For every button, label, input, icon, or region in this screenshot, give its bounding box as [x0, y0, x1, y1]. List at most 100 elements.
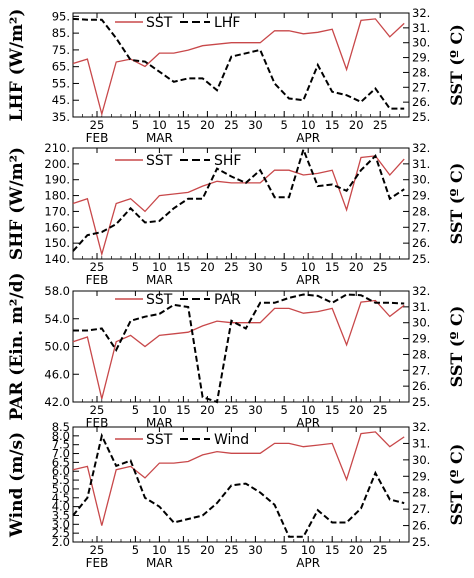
y-right-tick-label: 30.: [412, 36, 430, 50]
y-right-tick-label: 25.: [412, 395, 430, 409]
x-tick-label: 25: [224, 403, 239, 417]
legend-label-shf: SHF: [214, 153, 241, 169]
y-left-tick-label: 2.5: [52, 526, 70, 540]
x-tick-label: 30: [248, 543, 263, 557]
y-right-axis-label: SST (º C): [447, 163, 466, 245]
y-right-tick-label: 29.: [412, 332, 430, 346]
x-tick-label: 25: [90, 403, 105, 417]
y-right-tick-label: 30.: [412, 453, 430, 467]
legend-label-sst: SST: [146, 15, 173, 31]
x-tick-label: 25: [90, 543, 105, 557]
y-left-tick-label: 45.: [52, 93, 70, 107]
x-tick-label: 20: [349, 403, 364, 417]
month-label: APR: [296, 131, 320, 145]
series-sst-line: [72, 299, 405, 399]
y-left-tick-label: 7.5: [52, 438, 70, 452]
y-left-tick-label: 55.: [52, 76, 70, 90]
x-tick-label: 5: [132, 543, 139, 557]
x-tick-label: 10: [152, 260, 167, 274]
y-left-tick-label: 190.: [44, 173, 70, 187]
y-left-tick-label: 4.5: [52, 491, 70, 505]
x-tick-label: 25: [224, 543, 239, 557]
series-sst-line: [72, 18, 405, 117]
x-tick-label: 25: [224, 118, 239, 132]
y-right-tick-label: 28.: [412, 486, 430, 500]
y-right-tick-label: 27.: [412, 363, 430, 377]
y-right-tick-label: 28.: [412, 65, 430, 79]
y-left-tick-label: 3.0: [52, 517, 70, 531]
x-tick-label: 25: [373, 543, 388, 557]
month-label: APR: [296, 556, 320, 570]
x-tick-label: 5: [281, 260, 288, 274]
series-sst-line: [72, 431, 405, 526]
x-tick-label: 15: [325, 543, 340, 557]
month-label: MAR: [146, 131, 173, 145]
y-right-tick-label: 26.: [412, 236, 430, 250]
y-left-tick-label: 95.: [52, 9, 70, 23]
y-left-tick-label: 210.: [44, 141, 70, 155]
y-left-tick-label: 150.: [44, 236, 70, 250]
month-label: MAR: [146, 273, 173, 287]
x-tick-label: 25: [90, 118, 105, 132]
y-right-tick-label: 27.: [412, 80, 430, 94]
y-right-tick-label: 29.: [412, 51, 430, 65]
x-tick-label: 25: [373, 403, 388, 417]
x-tick-label: 10: [152, 403, 167, 417]
x-tick-label: 15: [325, 118, 340, 132]
y-left-tick-label: 5.5: [52, 473, 70, 487]
x-tick-label: 10: [301, 543, 316, 557]
y-left-tick-label: 200.: [44, 157, 70, 171]
x-tick-label: 15: [176, 118, 191, 132]
x-tick-label: 25: [224, 260, 239, 274]
x-tick-label: 10: [301, 260, 316, 274]
month-label: APR: [296, 273, 320, 287]
x-tick-label: 20: [349, 118, 364, 132]
y-left-tick-label: 2.0: [52, 535, 70, 549]
x-tick-label: 25: [90, 260, 105, 274]
y-right-tick-label: 31.: [412, 300, 430, 314]
y-right-tick-label: 25.: [412, 535, 430, 549]
x-tick-label: 20: [200, 260, 215, 274]
y-right-tick-label: 32.: [412, 420, 430, 434]
y-right-axis-label: SST (º C): [447, 306, 466, 388]
y-right-tick-label: 32.: [412, 284, 430, 298]
y-left-axis-label: Wind (m/s): [7, 432, 27, 538]
legend-label-wind: Wind: [214, 432, 249, 448]
legend-label-par: PAR: [214, 292, 241, 308]
y-left-tick-label: 46.0: [44, 367, 70, 381]
y-left-tick-label: 140.: [44, 252, 70, 266]
y-left-tick-label: 3.5: [52, 508, 70, 522]
y-left-tick-label: 5.0: [52, 482, 70, 496]
x-tick-label: 10: [301, 403, 316, 417]
y-right-tick-label: 31.: [412, 21, 430, 35]
x-tick-label: 5: [281, 403, 288, 417]
series-wind-line: [72, 432, 405, 538]
series-par-line: [73, 293, 405, 404]
y-right-tick-label: 29.: [412, 469, 430, 483]
legend-label-sst: SST: [146, 292, 173, 308]
y-left-tick-label: 4.0: [52, 500, 70, 514]
y-left-tick-label: 50.0: [44, 340, 70, 354]
y-left-tick-label: 65.: [52, 60, 70, 74]
x-tick-label: 15: [176, 403, 191, 417]
x-tick-label: 10: [152, 543, 167, 557]
y-left-axis-label: PAR (Ein. m²/d): [7, 272, 27, 420]
y-left-axis-label: SHF (W/m²): [7, 147, 27, 260]
y-right-tick-label: 27.: [412, 502, 430, 516]
x-tick-label: 15: [325, 260, 340, 274]
y-left-tick-label: 170.: [44, 204, 70, 218]
y-right-tick-label: 26.: [412, 95, 430, 109]
y-left-axis-label: LHF (W/m²): [7, 9, 27, 122]
x-tick-label: 20: [200, 543, 215, 557]
plot-frame: [72, 426, 410, 543]
y-right-axis-label: SST (º C): [447, 444, 466, 526]
y-left-tick-label: 42.0: [44, 395, 70, 409]
x-tick-label: 5: [281, 118, 288, 132]
x-tick-label: 30: [248, 118, 263, 132]
x-tick-label: 20: [349, 260, 364, 274]
x-tick-label: 10: [152, 118, 167, 132]
month-label: FEB: [86, 131, 109, 145]
